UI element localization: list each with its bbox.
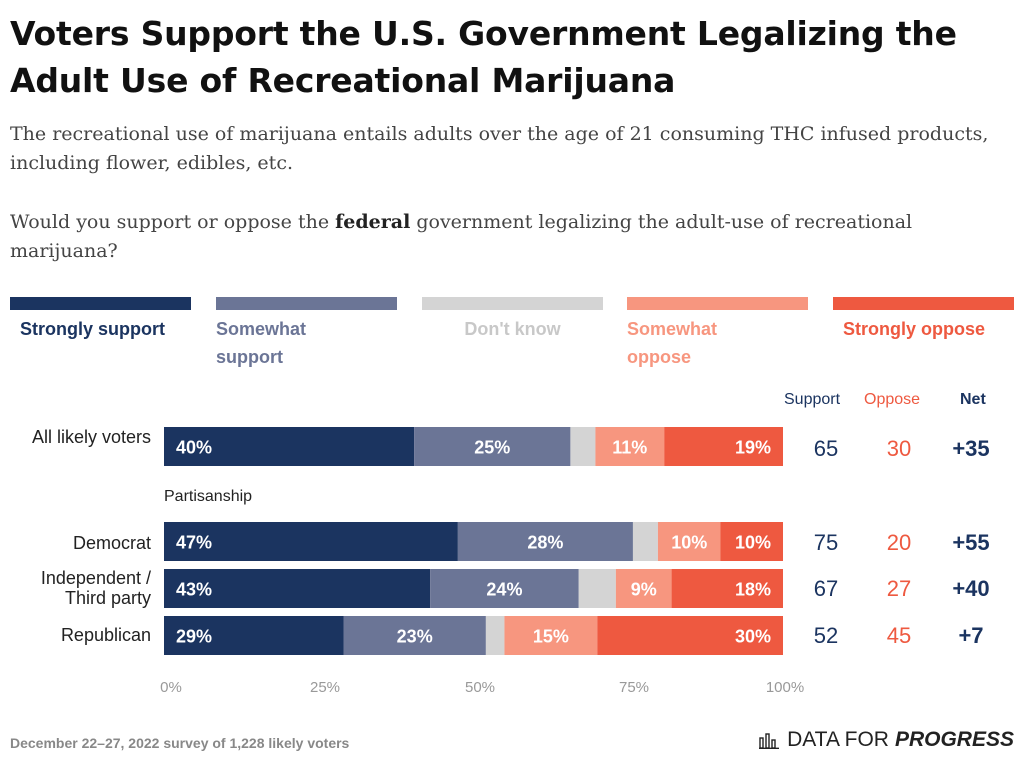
bar-value-label: 40% [176,438,212,458]
axis-tick-label: 0% [160,679,182,696]
oppose-value: 27 [886,576,912,601]
axis-tick-label: 50% [464,679,496,696]
bar-value-label: 15% [533,627,569,647]
column-header-support: Support [784,391,841,408]
logo-text-strong: PROGRESS [894,728,1014,751]
group-heading-partisanship: Partisanship [164,488,253,505]
bar-segment [570,427,596,466]
bar-value-label: 10% [671,533,707,553]
bar-value-label: 47% [176,533,212,553]
bar-segment [720,522,783,561]
bar-segment [578,569,616,608]
bar-segment [164,522,458,561]
row-label: Democrat [72,533,151,553]
net-value: +35 [952,436,990,461]
oppose-value: 20 [886,530,912,555]
bar-segment [485,616,505,655]
bar-value-label: 10% [735,533,771,553]
bar-value-label: 18% [735,580,771,600]
support-value: 52 [813,623,839,648]
bar-segment [657,522,721,561]
row-label: Republican [60,625,151,645]
bar-value-label: 25% [474,438,510,458]
oppose-value: 45 [886,623,912,648]
net-value: +7 [958,623,984,648]
column-header-oppose: Oppose [864,391,921,408]
bar-segment [414,427,571,466]
legend-label: Strongly support [20,319,165,339]
legend-label: Don't know [464,319,561,339]
survey-footnote: December 22–27, 2022 survey of 1,228 lik… [10,735,350,751]
bar-segment [430,569,579,608]
question-emphasis: federal [335,211,411,233]
net-value: +55 [952,530,990,555]
oppose-value: 30 [886,436,912,461]
legend-swatch [422,297,603,310]
row-label: Independent / Third party [40,568,151,608]
bar-segment [664,427,783,466]
bar-value-label: 24% [486,580,522,600]
axis-tick-label: 75% [618,679,650,696]
legend-item-dont-know: Don't know [422,297,603,343]
bar-segment [632,522,658,561]
support-value: 67 [813,576,839,601]
legend-label: Somewhat oppose [627,319,718,367]
bar-value-label: 28% [527,533,563,553]
bar-value-label: 43% [176,580,212,600]
legend-label: Somewhat support [216,319,307,367]
bar-chart-icon [759,733,780,749]
bar-segment [343,616,486,655]
question-text-after: government legalizing the adult-use of r… [10,211,913,262]
axis-tick-label: 25% [309,679,341,696]
bar-segment [597,616,783,655]
legend-swatch [627,297,808,310]
legend-item-strongly-oppose: Strongly oppose [833,297,1014,343]
legend-swatch [10,297,191,310]
bar-segment [504,616,598,655]
legend-item-strongly-support: Strongly support [10,297,191,343]
legend-label: Strongly oppose [843,319,986,339]
bar-segment [595,427,665,466]
survey-question: Would you support or oppose the federal … [10,208,1000,266]
net-value: +40 [952,576,990,601]
bar-segment [164,427,415,466]
bar-value-label: 11% [612,438,647,458]
question-text-before: Would you support or oppose the [10,211,336,233]
chart-title: Voters Support the U.S. Government Legal… [10,14,957,100]
bar-value-label: 23% [397,627,433,647]
legend-item-somewhat-oppose: Somewhat oppose [627,297,808,371]
column-header-net: Net [960,391,986,408]
chart-subtitle: The recreational use of marijuana entail… [10,123,989,174]
row-label: All likely voters [31,427,151,447]
support-value: 65 [813,436,839,461]
bar-segment [164,569,431,608]
bar-value-label: 29% [176,627,212,647]
bar-segment [457,522,633,561]
bar-value-label: 30% [735,627,771,647]
logo-text-prefix: DATA FOR [787,728,889,751]
axis-tick-label: 100% [765,679,805,696]
support-value: 75 [813,530,839,555]
data-for-progress-logo: DATA FOR PROGRESS [759,728,1014,752]
legend-item-somewhat-support: Somewhat support [216,297,397,371]
legend-swatch [833,297,1014,310]
bar-segment [615,569,672,608]
bar-value-label: 9% [631,580,657,600]
legend-swatch [216,297,397,310]
bar-segment [164,616,344,655]
bar-value-label: 19% [735,438,771,458]
bar-segment [671,569,783,608]
